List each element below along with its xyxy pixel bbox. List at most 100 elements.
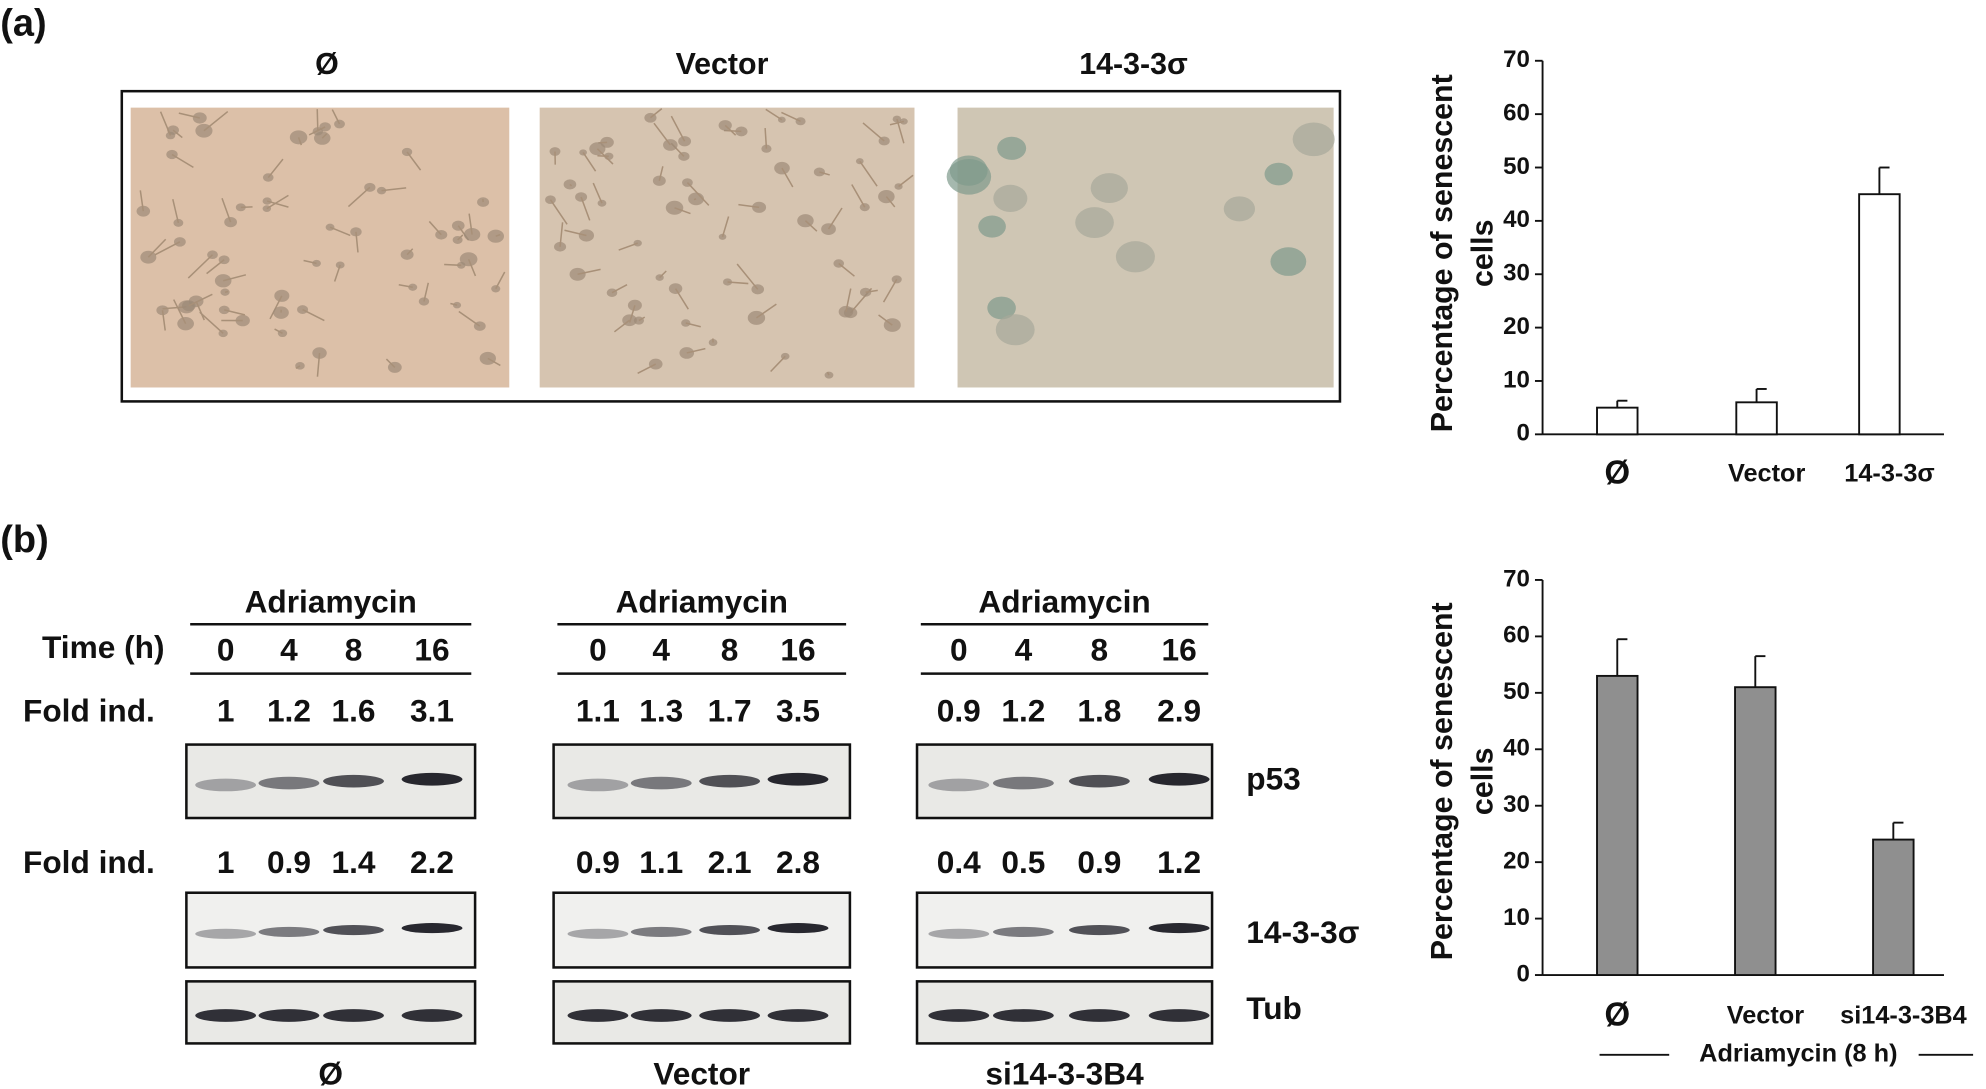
y-tick-label: 30 [1503, 791, 1530, 818]
cell [376, 186, 387, 195]
band [258, 1009, 320, 1022]
cell [408, 283, 418, 291]
cell-process [582, 152, 597, 172]
y-tick-label: 60 [1503, 622, 1530, 649]
cell [418, 297, 430, 306]
cell [235, 203, 246, 212]
cell-process [613, 319, 630, 333]
band [1148, 772, 1210, 786]
band [928, 1009, 990, 1022]
fold-value: 1.4 [332, 844, 376, 880]
y-tick-label: 0 [1517, 420, 1530, 447]
cell-process [444, 263, 462, 267]
cell-process [206, 259, 225, 275]
band [195, 928, 257, 939]
cell-process [618, 242, 638, 251]
cell-process [597, 154, 609, 158]
y-tick-label: 40 [1503, 206, 1530, 233]
y-axis-label: cells [1465, 748, 1499, 816]
time-value: 16 [1162, 631, 1197, 667]
bar [1858, 193, 1901, 436]
cell-process [674, 288, 689, 310]
fold-value: 0.4 [937, 844, 981, 880]
cell-process [267, 158, 284, 179]
group-name: Ø [318, 1056, 343, 1089]
cell-process [321, 133, 328, 139]
cell-process [649, 108, 663, 119]
cell-process [458, 310, 481, 327]
x-tick-label: si14-3-3B4 [1840, 1002, 1967, 1030]
y-tick-label: 0 [1517, 960, 1530, 987]
time-value: 4 [652, 631, 670, 667]
cell [456, 261, 466, 269]
fold-value: 1.1 [639, 844, 683, 880]
cell-process [592, 182, 603, 204]
x-tick-label: Vector [1728, 460, 1806, 488]
cell-process [686, 347, 706, 354]
cell-process [172, 198, 180, 224]
band [195, 778, 257, 792]
x-tick-label: Ø [1604, 454, 1630, 491]
time-value: 8 [1091, 631, 1109, 667]
cell-process [781, 167, 794, 188]
y-axis-label: Percentage of senescent [1425, 74, 1459, 432]
cell-process [896, 118, 905, 144]
band [567, 778, 629, 792]
y-tick-label: 60 [1503, 100, 1530, 127]
band [993, 926, 1054, 937]
cell-process [159, 111, 172, 136]
cell [1223, 196, 1256, 222]
cell-process [406, 248, 414, 256]
cell [182, 300, 196, 312]
band [767, 772, 829, 786]
fold-value: 1.2 [1001, 692, 1045, 728]
cell [665, 200, 684, 215]
treatment-label: Adriamycin [616, 583, 788, 619]
fold-label: Fold ind. [23, 844, 155, 880]
band [323, 924, 384, 936]
cell-process [381, 187, 407, 192]
y-tick-label: 70 [1503, 565, 1530, 592]
cell [1075, 207, 1114, 239]
cell-process [878, 314, 893, 326]
cell-process [428, 220, 442, 236]
cell [978, 215, 1006, 238]
cell-process [333, 264, 341, 282]
cell-process [398, 283, 413, 288]
fold-value: 1.1 [576, 692, 620, 728]
x-tick-label: Vector [1727, 1002, 1805, 1030]
cell-process [487, 357, 501, 367]
time-value: 0 [589, 631, 607, 667]
band [767, 923, 829, 934]
y-axis-label: Percentage of senescent [1425, 602, 1459, 960]
y-tick-label: 20 [1503, 313, 1530, 340]
cell-process [686, 182, 710, 206]
cell-process [889, 120, 905, 126]
band [1148, 923, 1210, 934]
fold-value: 0.5 [1001, 844, 1045, 880]
fold-value: 2.1 [708, 844, 752, 880]
cell [140, 250, 157, 264]
cell [235, 314, 250, 327]
cell [177, 317, 194, 331]
cell [563, 179, 577, 190]
cell-process [347, 186, 371, 208]
cell [722, 278, 733, 286]
band [993, 1009, 1054, 1022]
cell-process [727, 281, 749, 285]
cell-process [804, 220, 818, 232]
bar [1735, 401, 1778, 436]
cell-process [173, 299, 187, 325]
cell-process [882, 279, 898, 303]
time-label: Time (h) [42, 629, 164, 665]
fold-value: 2.2 [410, 844, 454, 880]
cell [821, 223, 836, 235]
band [401, 923, 463, 934]
cell [401, 147, 413, 157]
band [323, 774, 384, 788]
band [699, 924, 761, 936]
band [401, 772, 463, 786]
cell-process [721, 216, 730, 238]
cell [491, 285, 501, 293]
